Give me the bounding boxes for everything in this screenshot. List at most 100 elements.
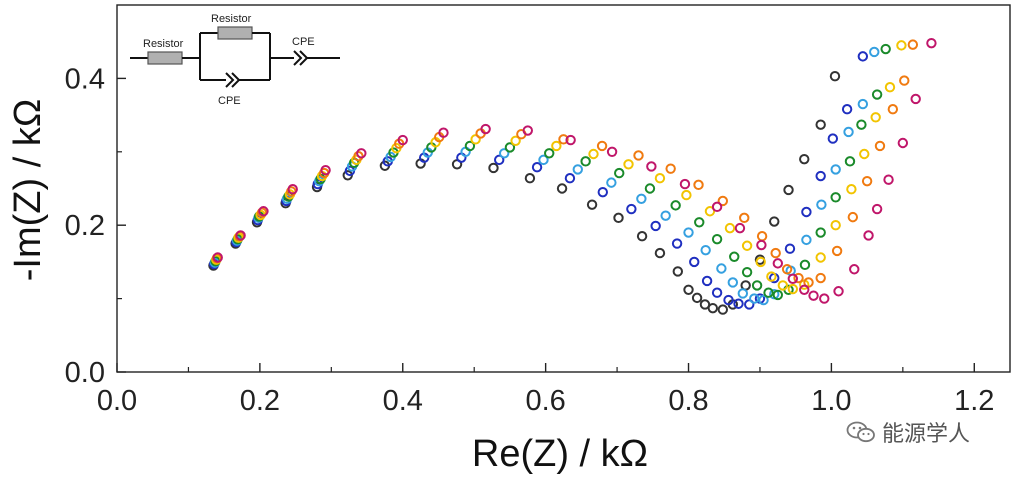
- data-point: [633, 150, 644, 161]
- x-tick-label: 0.0: [97, 385, 137, 417]
- data-point: [716, 263, 727, 274]
- data-point: [689, 256, 700, 268]
- data-point: [654, 173, 666, 184]
- data-point: [707, 302, 719, 314]
- data-point: [815, 119, 826, 130]
- data-point: [524, 173, 536, 184]
- data-point: [711, 233, 723, 245]
- data-point: [926, 37, 937, 49]
- data-point: [801, 206, 812, 218]
- data-point: [869, 46, 880, 58]
- cpe-parallel-label: CPE: [218, 95, 241, 107]
- data-point: [899, 75, 910, 86]
- data-point: [646, 161, 657, 172]
- data-point: [544, 148, 555, 159]
- data-point: [799, 153, 810, 165]
- data-point: [739, 212, 750, 224]
- data-point: [830, 220, 841, 231]
- data-point: [551, 140, 562, 152]
- data-point: [897, 137, 909, 149]
- data-point: [749, 293, 760, 304]
- data-point: [857, 51, 869, 62]
- data-point: [683, 227, 694, 238]
- data-point: [717, 195, 729, 207]
- data-point: [777, 280, 789, 291]
- resistor-2-symbol: [217, 26, 253, 40]
- data-point: [815, 252, 826, 263]
- x-tick-label: 1.0: [811, 385, 851, 417]
- y-axis-title: -Im(Z) / kΩ: [7, 99, 49, 281]
- data-point: [727, 277, 739, 288]
- data-point: [770, 247, 781, 259]
- data-point: [815, 170, 826, 182]
- x-tick-label: 0.8: [668, 385, 708, 417]
- data-point: [733, 298, 744, 309]
- data-point: [353, 151, 364, 162]
- data-point: [683, 284, 694, 295]
- data-point: [724, 222, 736, 234]
- x-axis-title: Re(Z) / kΩ: [472, 433, 648, 475]
- series-7: [212, 37, 937, 304]
- data-point: [829, 70, 841, 82]
- data-point: [499, 148, 510, 159]
- data-point: [504, 142, 516, 153]
- data-point: [756, 231, 768, 242]
- cpe-parallel-symbol: [225, 72, 235, 88]
- data-point: [763, 287, 774, 298]
- data-point: [884, 82, 896, 93]
- x-tick-label: 0.6: [525, 385, 565, 417]
- data-point: [734, 222, 746, 234]
- data-point: [531, 162, 543, 173]
- data-point: [397, 134, 408, 146]
- data-point: [565, 134, 576, 146]
- data-point: [510, 135, 521, 146]
- data-point: [830, 164, 841, 175]
- data-point: [744, 299, 755, 310]
- watermark: 能源学人: [846, 418, 970, 447]
- data-point: [857, 98, 869, 110]
- data-point: [772, 258, 784, 269]
- data-point: [636, 231, 648, 242]
- data-point: [844, 156, 856, 167]
- data-point: [586, 199, 598, 210]
- data-point: [660, 210, 671, 221]
- data-point: [793, 272, 804, 284]
- data-point: [700, 244, 711, 256]
- data-point: [870, 112, 881, 123]
- cpe-series-label: CPE: [292, 36, 315, 48]
- data-points: [208, 37, 937, 315]
- data-point: [694, 217, 705, 228]
- data-point: [558, 134, 569, 145]
- data-point: [772, 289, 784, 301]
- data-point: [711, 287, 723, 298]
- data-point: [256, 207, 268, 218]
- data-point: [556, 183, 568, 194]
- data-point: [522, 125, 533, 136]
- data-point: [258, 206, 269, 217]
- data-point: [672, 266, 684, 277]
- data-point: [831, 245, 843, 257]
- series-1: [208, 70, 841, 315]
- resistor-1-label: Resistor: [143, 38, 184, 50]
- axis-ticks: [116, 77, 975, 373]
- data-point: [833, 286, 844, 297]
- series-5: [211, 40, 907, 295]
- data-point: [588, 148, 599, 160]
- data-point: [856, 119, 867, 130]
- series-6: [211, 39, 919, 288]
- data-point: [356, 148, 367, 159]
- data-point: [827, 133, 839, 144]
- data-point: [849, 264, 860, 275]
- data-point: [880, 43, 891, 55]
- data-point: [896, 40, 907, 51]
- data-point: [819, 293, 830, 304]
- data-point: [464, 140, 476, 152]
- y-tick-label: 0.4: [65, 63, 105, 95]
- series-2: [208, 51, 869, 310]
- plot-frame: [116, 4, 1011, 373]
- data-point: [861, 175, 873, 187]
- data-point: [636, 193, 647, 204]
- data-point: [751, 280, 763, 291]
- data-point: [480, 123, 491, 135]
